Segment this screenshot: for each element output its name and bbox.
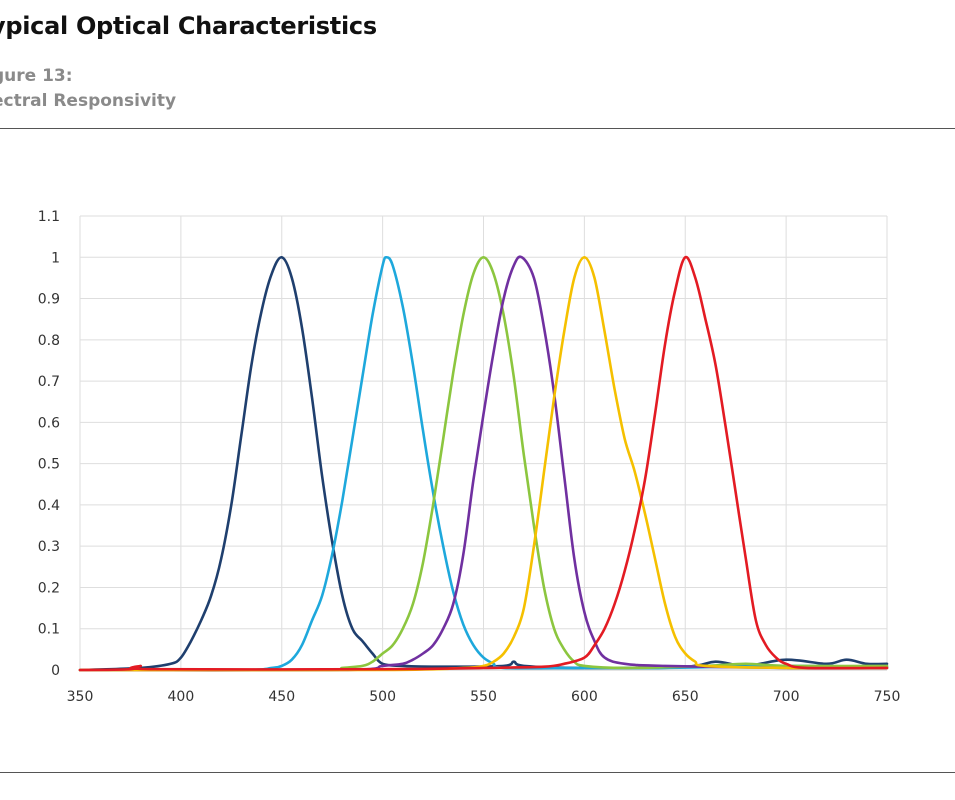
y-tick-label: 0.8 <box>38 333 60 349</box>
section-title: ypical Optical Characteristics <box>0 12 377 40</box>
x-tick-label: 600 <box>571 689 598 705</box>
y-tick-label: 0.6 <box>38 415 60 431</box>
figure-caption: ectral Responsivity <box>0 91 177 111</box>
x-tick-label: 450 <box>268 689 295 705</box>
x-tick-label: 400 <box>168 689 195 705</box>
series-line-3 <box>78 256 889 672</box>
x-tick-label: 500 <box>369 689 396 705</box>
y-tick-label: 0.2 <box>38 580 60 596</box>
y-tick-label: 0.9 <box>38 292 60 308</box>
figure-number: gure 13: <box>0 66 73 86</box>
top-divider <box>0 128 955 129</box>
x-tick-label: 700 <box>773 689 800 705</box>
y-tick-label: 0.7 <box>38 374 60 390</box>
series-line-6 <box>78 255 889 672</box>
y-tick-label: 0.3 <box>38 539 60 555</box>
y-tick-label: 0 <box>51 663 60 679</box>
y-tick-label: 0.4 <box>38 498 60 514</box>
x-tick-label: 550 <box>470 689 497 705</box>
chart-series-lines <box>78 255 889 672</box>
series-line-5 <box>78 256 889 672</box>
y-tick-label: 0.5 <box>38 457 60 473</box>
series-line-1 <box>78 256 889 672</box>
y-tick-label: 1.1 <box>38 209 60 225</box>
x-tick-label: 350 <box>67 689 94 705</box>
x-tick-label: 650 <box>672 689 699 705</box>
series-line-4 <box>78 255 889 672</box>
y-axis-tick-labels: 0 0.1 0.2 0.3 0.4 0.5 0.6 0.7 0.8 0.9 1 1.1 <box>38 209 60 679</box>
figure-label: gure 13: ectral Responsivity <box>0 64 176 114</box>
y-tick-label: 1 <box>51 250 60 266</box>
x-axis-tick-labels: 350 400 450 500 550 600 650 700 750 <box>67 689 901 705</box>
x-tick-label: 750 <box>874 689 901 705</box>
y-tick-label: 0.1 <box>38 622 60 638</box>
bottom-divider <box>0 772 955 773</box>
chart-grid <box>79 215 888 671</box>
